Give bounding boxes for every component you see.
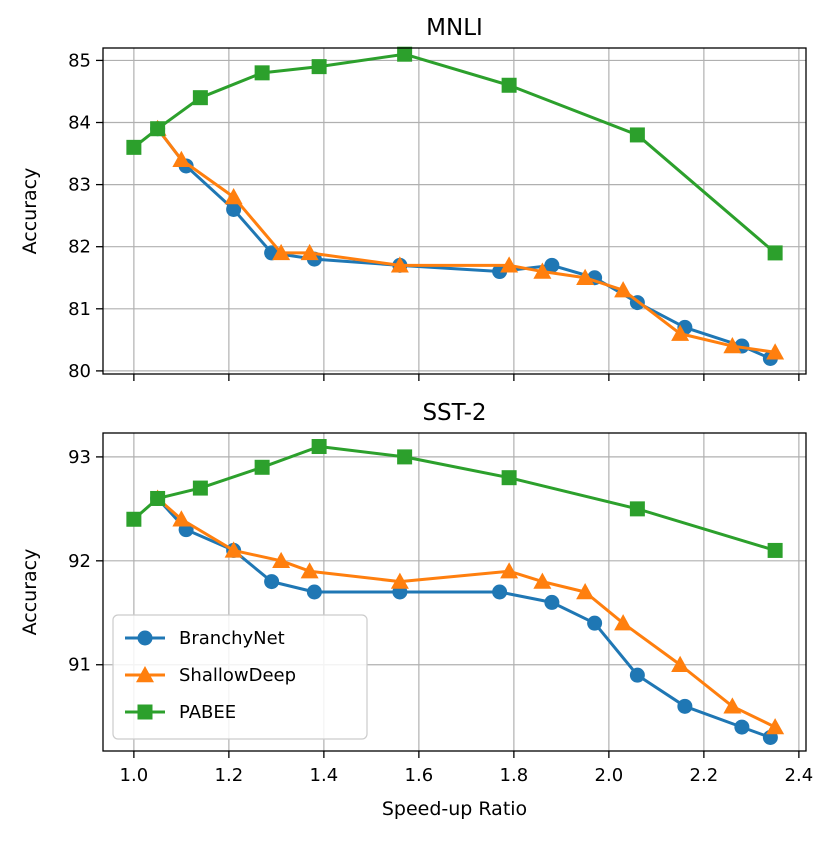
sst2-title: SST-2	[422, 400, 486, 426]
sst2-series-shallowdeep	[148, 489, 785, 735]
sst2-shallowdeep-point	[224, 541, 243, 558]
sst2-branchynet-point	[734, 719, 750, 735]
legend-pabee-label: PABEE	[179, 702, 236, 723]
sst2-xtick-label: 1.8	[500, 765, 529, 786]
mnli-ytick-label: 84	[68, 113, 91, 134]
sst2-xtick-label: 2.2	[690, 765, 719, 786]
sst2-legend: BranchyNet ShallowDeep PABEE	[112, 614, 368, 740]
sst2-pabee-point	[126, 511, 142, 527]
sst2-branchynet-point	[492, 584, 508, 600]
mnli-ylabel: Accuracy	[19, 168, 41, 255]
sst2-xtick-label: 2.0	[595, 765, 624, 786]
sst2-branchynet-point	[677, 698, 693, 714]
sst2-shallowdeep-point	[576, 583, 595, 600]
sst2-branchynet-point	[306, 584, 322, 600]
mnli-shallowdeep-point	[172, 150, 191, 167]
sst2-pabee-point	[397, 449, 413, 465]
sst2-xtick-label: 2.4	[785, 765, 814, 786]
legend-branchynet-marker	[137, 630, 153, 646]
sst2-shallowdeep-point	[172, 510, 191, 527]
mnli-shallowdeep-point	[576, 268, 595, 285]
sst2-pabee-point	[767, 542, 783, 558]
sst2-shallowdeep-point	[533, 572, 552, 589]
sst2-branchynet-point	[587, 615, 603, 631]
sst2-shallowdeep-point	[300, 562, 319, 579]
sst2-ytick-label: 92	[68, 551, 91, 572]
mnli-shallowdeep-point	[500, 256, 519, 273]
mnli-shallowdeep-point	[390, 256, 409, 273]
sst2-branchynet-point	[629, 667, 645, 683]
sst2-xtick-label: 1.6	[405, 765, 434, 786]
mnli-shallowdeep-point	[533, 262, 552, 279]
sst2-shallowdeep-point	[671, 655, 690, 672]
sst2-pabee-point	[311, 439, 327, 455]
sst2-axes-frame	[102, 432, 807, 752]
mnli-shallowdeep-point	[671, 324, 690, 341]
sst2-branchynet-point	[264, 574, 280, 590]
legend-shallowdeep-label: ShallowDeep	[179, 665, 296, 686]
sst2-series-pabee	[126, 439, 783, 558]
mnli-pabee-point	[767, 245, 783, 261]
sst2-panel: 1.0 1.2 1.4 1.6 1.8 2.0 2.2 2.4 91 92 93 SST-2 Accur…	[19, 400, 813, 820]
mnli-series-pabee	[126, 46, 783, 261]
legend-pabee-marker	[137, 704, 153, 720]
sst2-shallowdeep-point	[766, 718, 785, 735]
mnli-shallowdeep-point	[723, 337, 742, 354]
mnli-panel: 80 81 82 83 84 85 MNLI Accuracy	[19, 15, 807, 382]
mnli-pabee-point	[501, 77, 517, 93]
sst2-ytick-label: 91	[68, 655, 91, 676]
mnli-pabee-point	[192, 90, 208, 106]
sst2-shallowdeep-point	[723, 697, 742, 714]
mnli-pabee-point	[254, 65, 270, 81]
sst2-pabee-point	[629, 501, 645, 517]
mnli-shallowdeep-point	[766, 343, 785, 360]
mnli-ytick-label: 80	[68, 361, 91, 382]
mnli-pabee-point	[629, 127, 645, 143]
mnli-pabee-point	[126, 139, 142, 155]
mnli-ytick-label: 82	[68, 237, 91, 258]
mnli-pabee-point	[311, 59, 327, 75]
sst2-shallowdeep-point	[272, 551, 291, 569]
mnli-pabee-point	[150, 121, 166, 137]
sst2-xtick-label: 1.2	[215, 765, 244, 786]
mnli-ytick-label: 83	[68, 175, 91, 196]
sst2-pabee-point	[192, 480, 208, 496]
sst2-shallowdeep-point	[390, 572, 409, 589]
sst2-shallowdeep-point	[500, 562, 519, 579]
sst2-pabee-point	[501, 470, 517, 486]
mnli-shallowdeep-point	[224, 188, 243, 205]
sst2-branchynet-point	[544, 594, 560, 610]
sst2-xlabel: Speed-up Ratio	[382, 798, 527, 820]
sst2-shallowdeep-point	[614, 614, 633, 631]
mnli-pabee-point	[397, 46, 413, 62]
sst2-ytick-label: 93	[68, 447, 91, 468]
mnli-title: MNLI	[426, 15, 483, 41]
mnli-shallowdeep-point	[614, 281, 633, 298]
legend-shallowdeep-marker	[136, 666, 154, 683]
mnli-branchynet-point	[226, 201, 242, 217]
legend-branchynet-label: BranchyNet	[179, 628, 285, 649]
sst2-xtick-label: 1.4	[310, 765, 339, 786]
mnli-ytick-label: 81	[68, 299, 91, 320]
mnli-shallowdeep-point	[272, 243, 291, 261]
mnli-branchynet-point	[544, 257, 560, 273]
sst2-xtick-label: 1.0	[120, 765, 149, 786]
sst2-ylabel: Accuracy	[19, 549, 41, 636]
mnli-shallowdeep-point	[300, 243, 319, 261]
sst2-legend-box	[112, 614, 368, 740]
sst2-pabee-point	[254, 459, 270, 475]
sst2-pabee-point	[150, 490, 166, 506]
mnli-axes-frame	[102, 47, 807, 375]
mnli-ytick-label: 85	[68, 50, 91, 71]
